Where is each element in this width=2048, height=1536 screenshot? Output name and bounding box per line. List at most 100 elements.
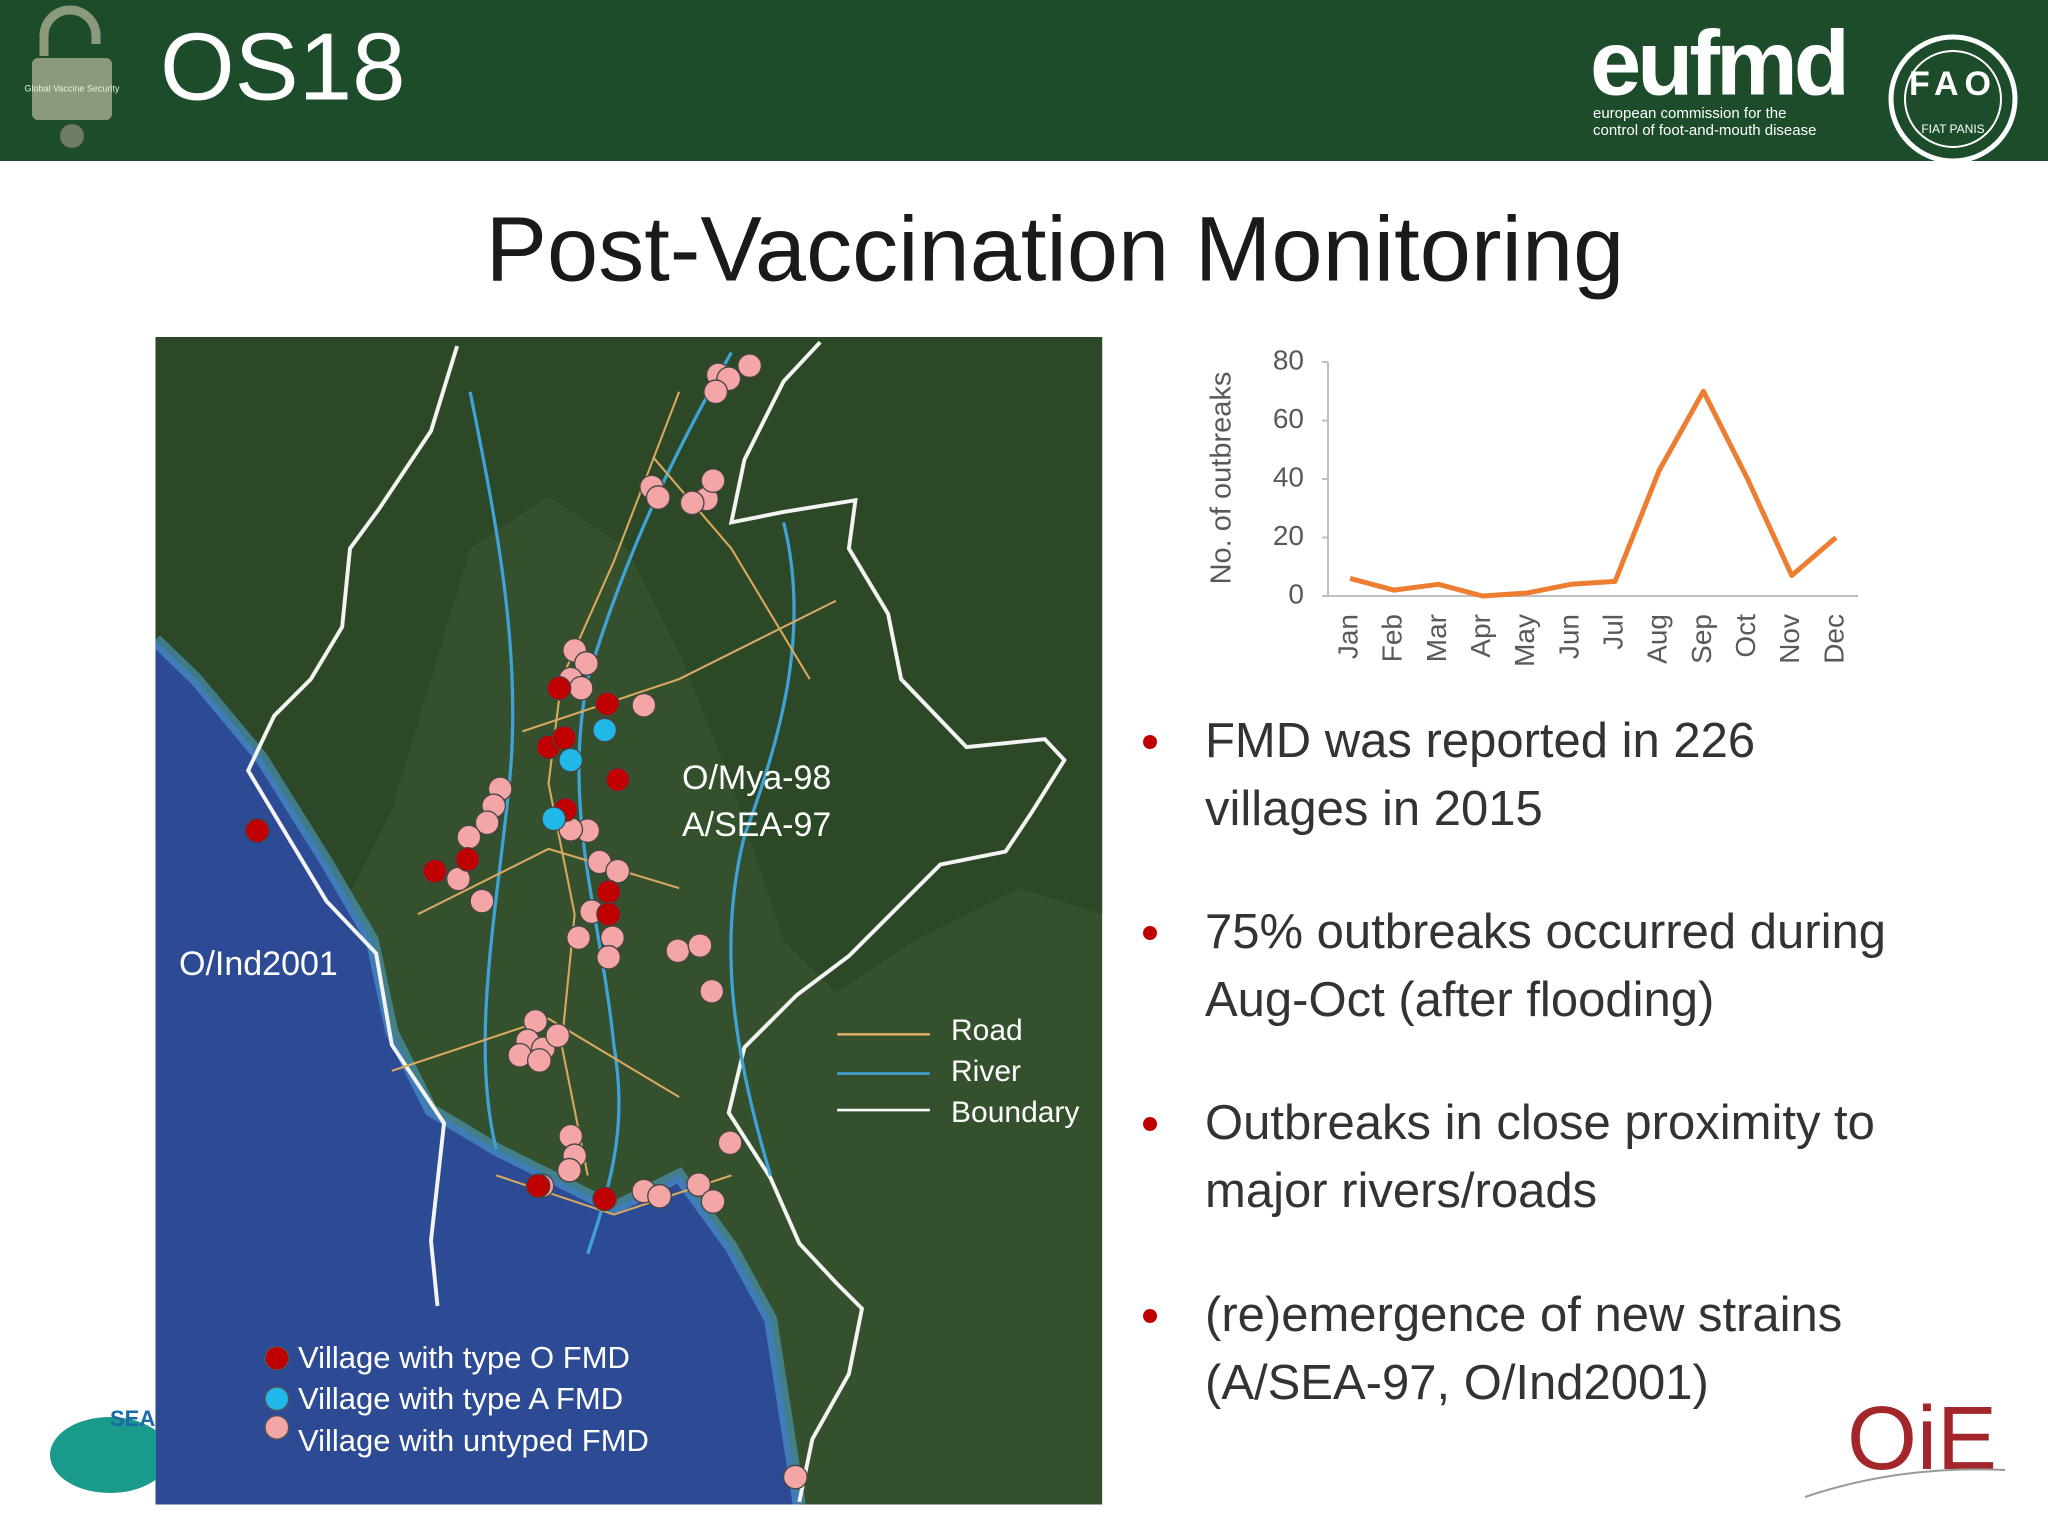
x-tick-label: May: [1509, 614, 1540, 667]
x-tick-label: Jun: [1553, 614, 1584, 659]
village-dot: [422, 858, 448, 884]
bullet-text: major rivers/roads: [1205, 1164, 1597, 1218]
village-dot: [541, 806, 567, 832]
bullet-dot: [1143, 735, 1157, 749]
line-legend-label: Road: [951, 1014, 1023, 1047]
bullet-dot: [1143, 1117, 1157, 1131]
fao-letters: FAO: [1909, 65, 1997, 103]
bullet-text: (re)emergence of new strains: [1205, 1288, 1842, 1342]
lock-text: Global Vaccine Security: [25, 83, 120, 93]
strain-label: O/Ind2001: [179, 945, 338, 983]
eufmd-subtitle-line: european commission for the: [1593, 105, 1786, 122]
x-tick-label: Jan: [1332, 614, 1363, 659]
village-dot: [474, 810, 500, 836]
village-dot: [686, 1172, 712, 1197]
y-axis-label: No. of outbreaks: [1206, 372, 1238, 585]
village-dot: [557, 1157, 582, 1183]
village-dot: [566, 925, 591, 951]
strain-label: A/SEA-97: [682, 806, 831, 844]
village-dot: [456, 824, 482, 850]
x-tick-label: Aug: [1642, 614, 1673, 664]
bullet-text: Aug-Oct (after flooding): [1205, 973, 1714, 1027]
x-tick-label: Sep: [1686, 614, 1717, 664]
bullet-text: Outbreaks in close proximity to: [1205, 1096, 1875, 1150]
bullet-text: villages in 2015: [1205, 782, 1543, 836]
fao-logo: FAO FIAT PANIS: [1888, 34, 2018, 164]
x-tick-label: Apr: [1465, 614, 1496, 658]
village-dot: [525, 1173, 551, 1199]
village-dot: [679, 490, 705, 516]
x-tick-label: Feb: [1377, 614, 1408, 662]
village-dot: [782, 1464, 808, 1490]
map: [155, 336, 1103, 1505]
x-tick-label: Mar: [1421, 614, 1452, 662]
x-tick-label: Jul: [1597, 614, 1628, 650]
village-dot: [551, 725, 577, 751]
dot-legend-label: Village with type O FMD: [298, 1340, 630, 1375]
bullet-dot: [1143, 1309, 1157, 1323]
slide-title: Post-Vaccination Monitoring: [486, 198, 1625, 300]
seac-text: SEAC: [110, 1406, 171, 1431]
village-dot: [700, 468, 726, 494]
village-dot: [703, 379, 729, 405]
village-dot: [573, 651, 599, 676]
village-dot: [558, 747, 584, 773]
village-dot: [592, 1186, 618, 1212]
village-dot: [665, 938, 691, 964]
village-dot: [605, 767, 631, 793]
village-dot: [605, 858, 631, 884]
bullet-text: (A/SEA-97, O/Ind2001): [1205, 1356, 1709, 1410]
village-dot: [568, 675, 594, 701]
village-dot: [596, 879, 622, 905]
village-dot: [700, 1189, 726, 1214]
village-dot: [737, 353, 763, 379]
oie-swoosh: [1804, 1468, 2006, 1498]
village-dot: [717, 1130, 743, 1156]
oie-logo: OiE: [1847, 1389, 1997, 1489]
village-dot: [469, 888, 495, 914]
bullet-text: FMD was reported in 226: [1205, 714, 1755, 768]
header-bar: [0, 0, 2048, 161]
village-dot: [596, 944, 622, 970]
y-tick-label: 40: [1273, 461, 1304, 492]
village-dot: [244, 818, 270, 844]
x-tick-label: Dec: [1818, 614, 1849, 664]
village-dot: [687, 933, 713, 958]
eufmd-logo: eufmd: [1590, 12, 1846, 114]
x-tick-label: Nov: [1774, 614, 1805, 664]
seac-logo: SEAC: [50, 1406, 171, 1493]
village-dot: [596, 901, 622, 927]
village-dot: [545, 1023, 571, 1049]
legend-dot: [264, 1415, 290, 1440]
village-dot: [645, 485, 671, 510]
legend-dot: [264, 1386, 290, 1412]
line-legend-label: River: [951, 1055, 1021, 1088]
dot-legend-label: Village with untyped FMD: [298, 1423, 649, 1458]
eufmd-subtitle-line: control of foot-and-mouth disease: [1593, 122, 1816, 139]
village-dot: [455, 846, 480, 872]
y-tick-label: 0: [1288, 578, 1304, 609]
village-dot: [594, 691, 620, 717]
strain-label: O/Mya-98: [682, 759, 831, 797]
village-dot: [546, 675, 572, 701]
dot-legend-label: Village with type A FMD: [298, 1381, 623, 1416]
fao-motto: FIAT PANIS: [1921, 122, 1984, 136]
bullet-dot: [1143, 926, 1157, 940]
y-tick-label: 60: [1273, 403, 1304, 434]
session-code: OS18: [160, 13, 405, 120]
bullet-text: 75% outbreaks occurred during: [1205, 905, 1886, 959]
data-line: [1349, 388, 1838, 599]
y-tick-label: 80: [1273, 344, 1304, 375]
legend-dot: [264, 1345, 290, 1371]
village-dot: [592, 717, 618, 743]
x-tick-label: Oct: [1730, 614, 1761, 658]
village-dot: [647, 1183, 672, 1209]
lock-icon: Global Vaccine Security: [25, 5, 120, 148]
line-legend-label: Boundary: [951, 1096, 1079, 1129]
village-dot: [631, 692, 657, 718]
village-dot: [699, 978, 725, 1004]
village-dot: [526, 1048, 552, 1073]
y-tick-label: 20: [1273, 520, 1304, 551]
